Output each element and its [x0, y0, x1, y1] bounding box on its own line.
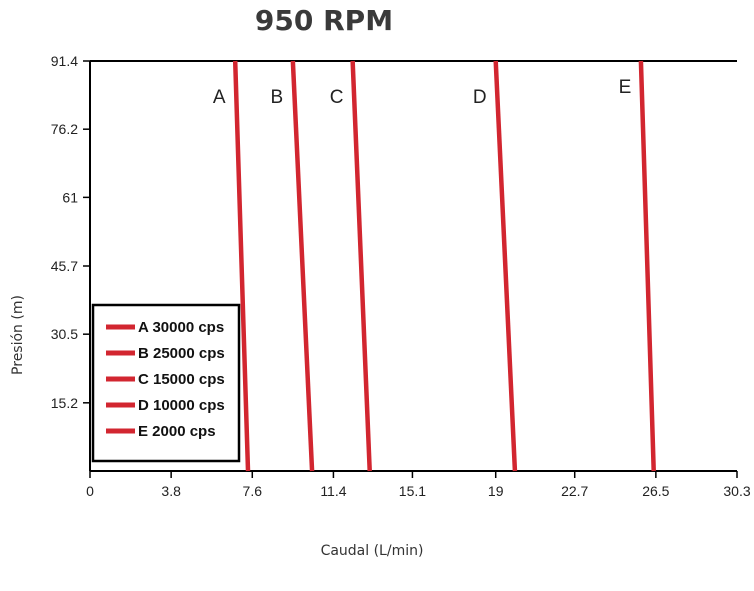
x-axis-label: Caudal (L/min): [321, 543, 424, 559]
curve-label-D: D: [473, 87, 487, 108]
y-tick-label: 15.2: [51, 395, 78, 411]
curve-D: [493, 60, 518, 472]
y-tick-label: 30.5: [51, 326, 78, 342]
x-tick-label: 26.5: [642, 483, 669, 499]
x-tick-label: 15.1: [399, 483, 426, 499]
legend-entry: E 2000 cps: [138, 423, 216, 440]
x-tick-label: 0: [86, 483, 94, 499]
x-tick-label: 11.4: [320, 483, 346, 499]
y-axis-label: Presión (m): [10, 295, 26, 375]
y-tick-label: 91.4: [51, 53, 78, 69]
x-tick-label: 7.6: [243, 483, 263, 499]
curve-label-B: B: [271, 87, 284, 108]
legend-entry: D 10000 cps: [138, 397, 225, 414]
chart-title: 950 RPM: [255, 4, 393, 37]
legend-entry: A 30000 cps: [138, 319, 224, 336]
legend-entry: B 25000 cps: [138, 345, 225, 362]
legend-entry: C 15000 cps: [138, 371, 225, 388]
curve-A: [232, 60, 251, 472]
y-tick-label: 45.7: [51, 258, 78, 274]
x-tick-label: 19: [488, 483, 504, 499]
y-tick-label: 61: [62, 189, 78, 205]
curve-label-C: C: [330, 87, 344, 108]
x-tick-label: 22.7: [561, 483, 588, 499]
curve-C: [350, 60, 372, 472]
legend-box: [91, 303, 241, 463]
curve-label-A: A: [213, 87, 226, 108]
y-tick-label: 76.2: [51, 121, 78, 137]
x-tick-label: 30.3: [723, 483, 750, 499]
curve-B: [290, 60, 315, 472]
x-tick-label: 3.8: [161, 483, 181, 499]
curve-E: [638, 60, 656, 472]
curve-label-E: E: [619, 77, 632, 98]
